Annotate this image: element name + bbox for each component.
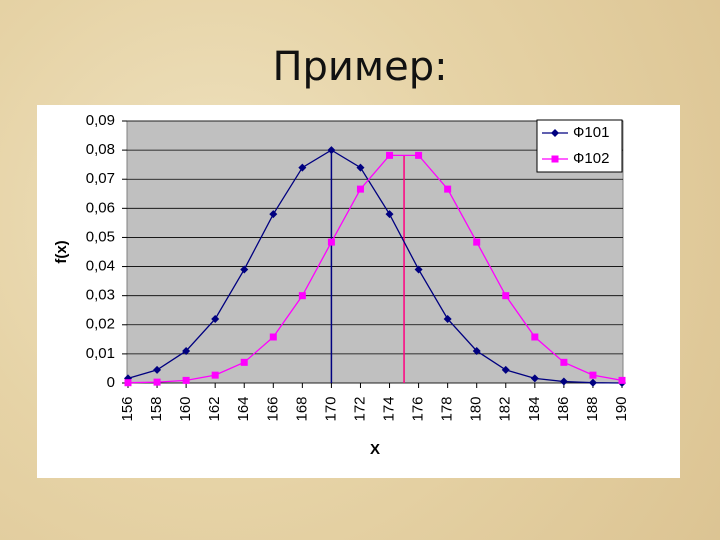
marker: [415, 151, 423, 159]
marker: [240, 358, 248, 366]
marker: [298, 292, 306, 300]
series-line: [127, 149, 623, 384]
marker: [502, 292, 510, 300]
marker: [530, 374, 539, 383]
marker: [153, 365, 162, 374]
marker: [269, 210, 278, 219]
y-tick-label: 0,01: [86, 345, 115, 362]
marker: [472, 346, 481, 355]
marker: [588, 378, 597, 387]
legend-marker: [551, 129, 559, 137]
x-tick-label: 166: [264, 396, 281, 421]
x-axis-label: X: [370, 441, 380, 458]
marker: [211, 314, 220, 323]
x-tick-label: 190: [613, 396, 630, 421]
y-tick-label: 0,07: [86, 170, 115, 187]
marker: [414, 265, 423, 274]
legend-label: Ф102: [573, 150, 609, 167]
x-tick-label: 182: [497, 396, 514, 421]
marker: [182, 376, 190, 384]
slide-title: Пример:: [272, 44, 448, 90]
y-tick-label: 0,05: [86, 228, 115, 245]
x-tick-label: 156: [119, 396, 136, 421]
marker: [385, 210, 394, 219]
legend-label: Ф101: [573, 124, 609, 141]
marker: [327, 238, 335, 246]
y-tick-label: 0,03: [86, 287, 115, 304]
y-tick-label: 0,06: [86, 199, 115, 216]
marker: [124, 379, 132, 387]
marker: [356, 163, 365, 172]
marker: [531, 333, 539, 341]
marker: [473, 238, 481, 246]
marker: [269, 333, 277, 341]
x-tick-label: 158: [148, 396, 165, 421]
marker: [589, 371, 597, 379]
marker: [618, 376, 626, 384]
y-tick-label: 0: [107, 374, 115, 391]
y-axis-label: f(x): [53, 240, 70, 263]
x-tick-label: 164: [235, 396, 252, 421]
x-tick-label: 178: [439, 396, 456, 421]
x-tick-label: 186: [555, 396, 572, 421]
marker: [559, 377, 568, 386]
marker: [501, 365, 510, 374]
x-tick-label: 176: [410, 396, 427, 421]
marker: [240, 265, 249, 274]
marker: [560, 358, 568, 366]
legend-marker: [551, 155, 559, 163]
marker: [327, 146, 336, 155]
x-tick-label: 160: [177, 396, 194, 421]
y-tick-label: 0,04: [86, 258, 115, 275]
series-line: [127, 154, 623, 384]
legend-box: [536, 119, 623, 173]
marker: [211, 371, 219, 379]
x-tick-label: 184: [526, 396, 543, 421]
marker: [356, 185, 364, 193]
marker: [182, 346, 191, 355]
x-tick-label: 188: [584, 396, 601, 421]
y-tick-label: 0,08: [86, 141, 115, 158]
x-tick-label: 172: [351, 396, 368, 421]
x-tick-label: 180: [468, 396, 485, 421]
x-tick-label: 174: [380, 396, 397, 421]
marker: [386, 151, 394, 159]
x-tick-label: 170: [322, 396, 339, 421]
marker: [153, 378, 161, 386]
marker: [444, 185, 452, 193]
marker: [443, 314, 452, 323]
y-tick-label: 0,02: [86, 316, 115, 333]
x-tick-label: 168: [293, 396, 310, 421]
marker: [298, 163, 307, 172]
x-tick-label: 162: [206, 396, 223, 421]
y-tick-label: 0,09: [86, 112, 115, 129]
